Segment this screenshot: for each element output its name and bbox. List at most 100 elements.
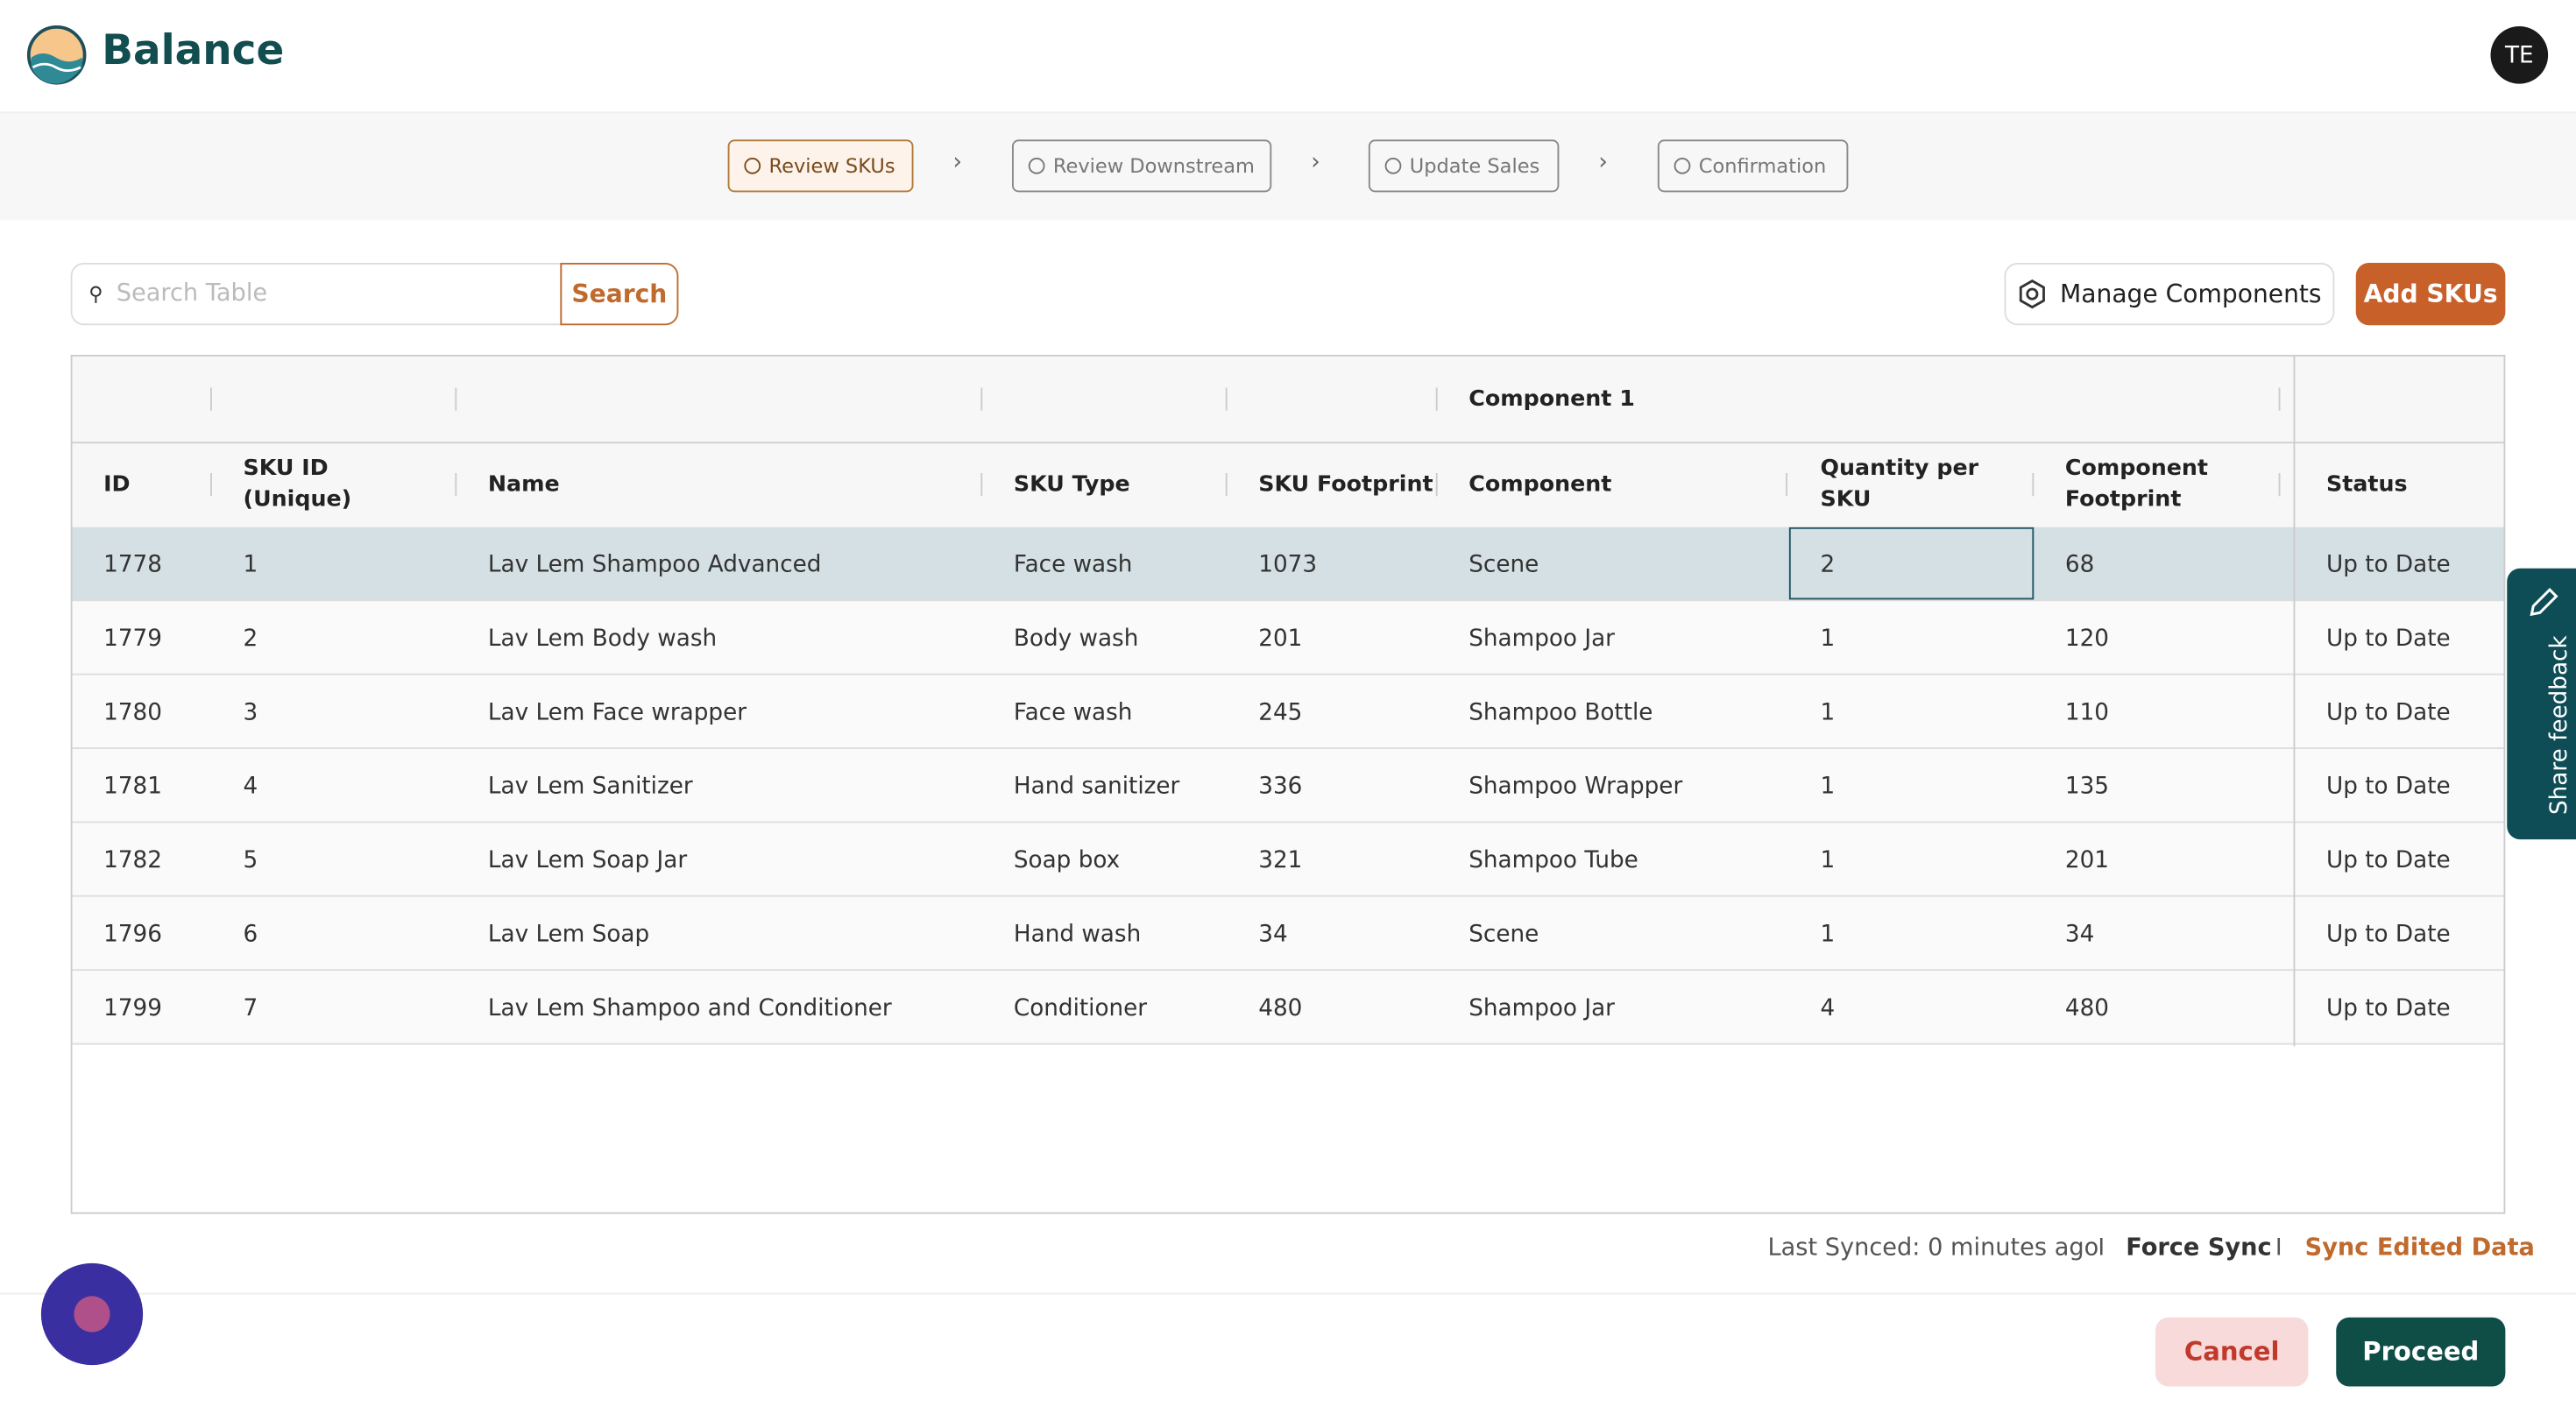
- table-cell: Shampoo Jar: [1468, 994, 1615, 1022]
- table-cell: 1778: [103, 551, 162, 578]
- table-cell: 135: [2064, 773, 2110, 800]
- chevron: ›: [1311, 149, 1320, 176]
- table-cell: 1: [1820, 625, 1836, 652]
- column-divider: [1225, 473, 1228, 497]
- footer-divider: [0, 1292, 2576, 1295]
- settings-icon: [2019, 279, 2045, 309]
- table-cell: Lav Lem Shampoo and Conditioner: [487, 994, 892, 1022]
- table-row[interactable]: [72, 527, 2504, 602]
- sync-edited-data[interactable]: Sync Edited Data: [2304, 1235, 2535, 1262]
- column-header-row: [72, 443, 2504, 529]
- column-divider: [1435, 473, 1438, 497]
- column-divider: [2278, 387, 2281, 411]
- search-input[interactable]: ⚲ Search Table: [70, 263, 563, 326]
- column-header: SKU Type: [1013, 470, 1130, 498]
- feedback-tab[interactable]: Share feedback: [2507, 568, 2576, 840]
- step-label: Review Downstream: [1052, 154, 1255, 178]
- table-cell: 110: [2064, 698, 2110, 725]
- table-cell: Up to Date: [2326, 846, 2451, 873]
- table-cell: 120: [2064, 625, 2110, 652]
- table-cell: Scene: [1468, 551, 1539, 578]
- table-cell: 201: [2064, 846, 2110, 873]
- table-cell: 5: [243, 846, 258, 873]
- table-cell: Lav Lem Sanitizer: [487, 773, 693, 800]
- chevron: ›: [952, 149, 963, 176]
- column-header: Status: [2326, 470, 2408, 498]
- table-cell: Shampoo Tube: [1468, 846, 1638, 873]
- group-header: Component 1: [1468, 385, 1635, 412]
- search-placeholder: Search Table: [116, 280, 268, 308]
- column-divider: [1225, 387, 1228, 411]
- table-row[interactable]: [72, 896, 2504, 972]
- table-cell: 1799: [103, 994, 162, 1022]
- top-bar: [0, 0, 2576, 114]
- avatar[interactable]: TE: [2490, 26, 2549, 84]
- table-row[interactable]: [72, 823, 2504, 897]
- column-divider: [455, 473, 457, 497]
- manage-components-button[interactable]: Manage Components: [2004, 263, 2335, 326]
- table-cell: 4: [1820, 994, 1836, 1022]
- table-cell: 321: [1258, 846, 1303, 873]
- add-skus-button[interactable]: Add SKUs: [2355, 263, 2506, 326]
- manage-label: Manage Components: [2059, 279, 2322, 309]
- step[interactable]: Confirmation: [1657, 139, 1849, 193]
- table-cell: Soap box: [1013, 846, 1121, 873]
- table-row[interactable]: [72, 971, 2504, 1045]
- table-cell: 336: [1258, 773, 1303, 800]
- feedback-label: Share feedback: [2546, 635, 2573, 815]
- table-cell: Shampoo Wrapper: [1468, 773, 1683, 800]
- table-cell: 201: [1258, 625, 1303, 652]
- logo: [26, 25, 87, 85]
- table-cell: 2: [243, 625, 258, 652]
- column-header: Component: [1468, 470, 1612, 498]
- table-cell: 7: [243, 994, 258, 1022]
- table-cell: Up to Date: [2326, 920, 2451, 947]
- column-divider: [2278, 473, 2281, 497]
- table-row[interactable]: [72, 601, 2504, 675]
- stepper-bar: [0, 113, 2576, 221]
- table-cell: Shampoo Jar: [1468, 625, 1615, 652]
- data-table: Component 1 ID SKU ID (Unique) Name SKU Type…: [70, 355, 2506, 1214]
- table-cell: Lav Lem Soap: [487, 920, 650, 947]
- last-synced: Last Synced: 0 minutes ago: [1767, 1235, 2099, 1262]
- table-cell: 1: [1820, 773, 1836, 800]
- table-cell: Up to Date: [2326, 551, 2451, 578]
- column-divider: [210, 387, 212, 411]
- proceed-button[interactable]: Proceed: [2336, 1317, 2506, 1387]
- brand: Balance: [102, 26, 285, 74]
- table-cell: 245: [1258, 698, 1303, 725]
- step[interactable]: Review SKUs: [727, 139, 914, 193]
- table-cell: Hand sanitizer: [1013, 773, 1180, 800]
- table-cell: Lav Lem Soap Jar: [487, 846, 688, 873]
- table-cell: Scene: [1468, 920, 1539, 947]
- selected-cell[interactable]: [1788, 527, 2035, 600]
- step[interactable]: Review Downstream: [1012, 139, 1272, 193]
- edit-icon: [2530, 588, 2558, 617]
- table-cell: Face wash: [1013, 551, 1133, 578]
- table-cell: Lav Lem Shampoo Advanced: [487, 551, 822, 578]
- force-sync[interactable]: Force Sync: [2126, 1235, 2272, 1262]
- chevron: ›: [1598, 149, 1608, 176]
- table-cell: 1: [1820, 846, 1836, 873]
- table-cell: 34: [2064, 920, 2095, 947]
- table-cell: Up to Date: [2326, 625, 2451, 652]
- step[interactable]: Update Sales: [1368, 139, 1560, 193]
- table-cell: Up to Date: [2326, 698, 2451, 725]
- step-label: Review SKUs: [768, 154, 895, 178]
- table-cell: Lav Lem Face wrapper: [487, 698, 747, 725]
- step-label: Update Sales: [1409, 154, 1540, 178]
- chat-bubble[interactable]: [40, 1262, 144, 1366]
- table-row[interactable]: [72, 749, 2504, 824]
- search-button[interactable]: Search: [560, 263, 679, 326]
- separator: I: [2098, 1235, 2105, 1262]
- column-divider: [2032, 473, 2035, 497]
- table-row[interactable]: [72, 675, 2504, 749]
- column-header: Component Footprint: [2064, 455, 2209, 513]
- table-cell: 1782: [103, 846, 162, 873]
- column-header: ID: [103, 470, 131, 498]
- cancel-button[interactable]: Cancel: [2155, 1317, 2309, 1387]
- table-cell: 1779: [103, 625, 162, 652]
- table-cell: 480: [1258, 994, 1303, 1022]
- column-header: SKU ID (Unique): [243, 455, 352, 513]
